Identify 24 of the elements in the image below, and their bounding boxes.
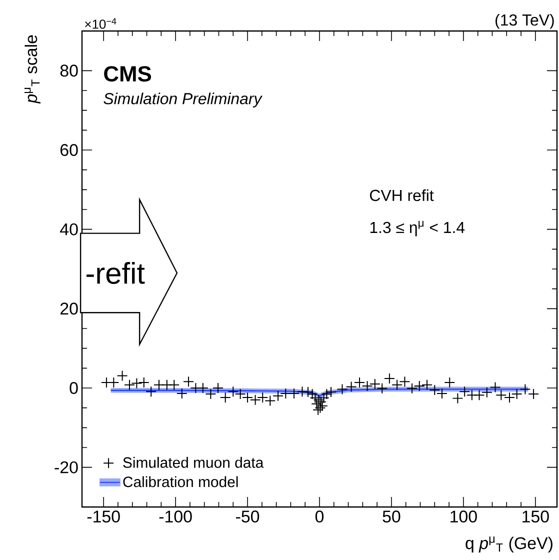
text: (13 TeV) <box>496 14 554 29</box>
x-tick-label: 50 <box>382 510 400 523</box>
x-tick-label: -100 <box>159 510 192 523</box>
x-tick-label: 100 <box>450 510 477 523</box>
annotation: CMS <box>104 66 152 82</box>
y-axis-title: p$^{μ}$$_{T}$ scale <box>24 35 40 104</box>
y-tick-label: -20 <box>54 461 78 474</box>
x-axis-title: q p$^{μ}$$_{T}$ (GeV) <box>466 536 552 553</box>
x-tick-label: -150 <box>87 510 120 523</box>
y-tick-label: 0 <box>70 382 78 394</box>
text: ×10$^{−4}$ <box>85 18 116 29</box>
x-tick-label: 150 <box>522 510 549 523</box>
y-tick-label: 80 <box>60 64 78 77</box>
annotation: 1.3 ≤ η$^{μ}$ < 1.4 <box>370 220 465 236</box>
legend-label: Calibration model <box>123 476 238 488</box>
annotation: CVH refit <box>370 189 434 202</box>
y-tick-label: 60 <box>60 144 78 156</box>
annotation: -refit <box>86 262 145 284</box>
annotation: Simulation Preliminary <box>104 92 263 108</box>
legend-label: Simulated muon data <box>123 456 264 468</box>
x-tick-label: -50 <box>236 510 260 523</box>
y-tick-label: 20 <box>60 302 78 315</box>
x-tick-label: 0 <box>315 510 324 523</box>
y-tick-label: 40 <box>60 223 78 236</box>
